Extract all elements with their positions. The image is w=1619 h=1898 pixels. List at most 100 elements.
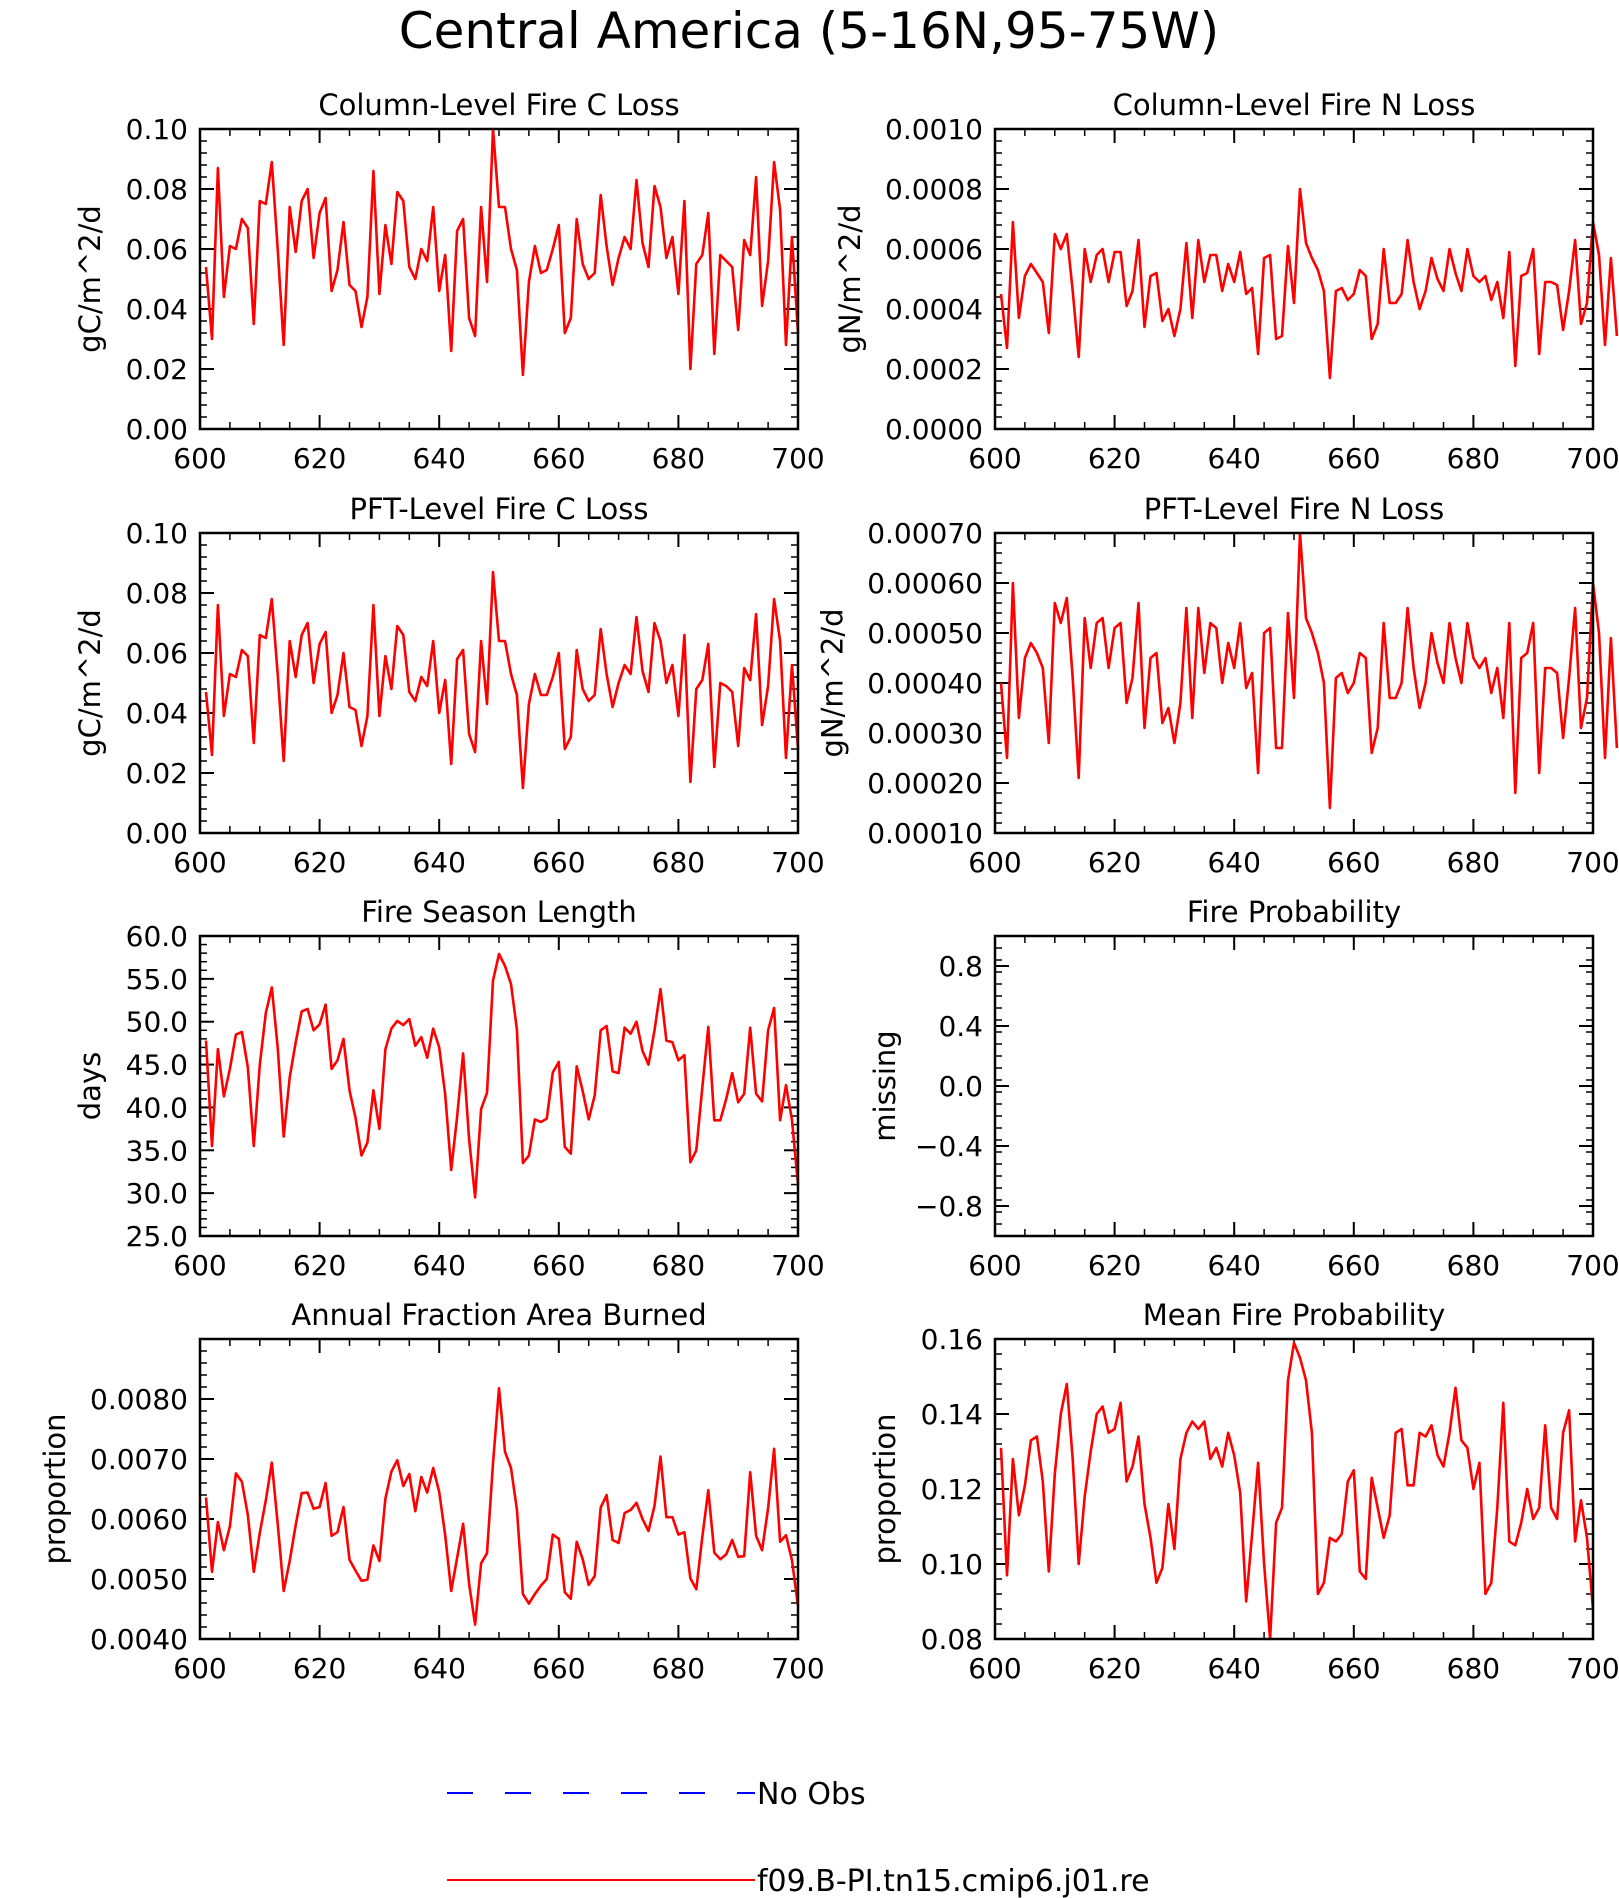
x-tick-label: 640 (412, 442, 465, 475)
y-axis-label: days (73, 1052, 107, 1120)
series-line-0 (204, 127, 800, 377)
x-tick-label: 700 (1566, 1652, 1619, 1685)
panel-3: PFT-Level Fire N Loss 600 620 640 660 680 700 0… (816, 492, 1619, 879)
x-tick-label: 680 (1447, 846, 1500, 879)
panel-7: Mean Fire Probability 600 620 640 660 680 700 0… (868, 1298, 1619, 1685)
y-tick-label: 0.0008 (885, 173, 983, 206)
x-tick-label: 600 (173, 1652, 226, 1685)
plot-frame (993, 934, 1595, 1238)
y-axis-label: gN/m^2/d (833, 204, 867, 353)
panel-title: Column-Level Fire C Loss (318, 88, 679, 122)
panel-4: Fire Season Length 600 620 640 660 680 700 25.0… (73, 895, 825, 1282)
plot-frame (198, 1337, 800, 1641)
panel-6: Annual Fraction Area Burned 600 620 640 660 6… (38, 1298, 825, 1685)
y-tick-label: 25.0 (126, 1220, 188, 1253)
x-tick-label: 620 (293, 1652, 346, 1685)
y-tick-label: 0.14 (921, 1398, 983, 1431)
y-tick-label: 30.0 (126, 1177, 188, 1210)
x-tick-label: 600 (968, 1249, 1021, 1282)
y-axis-label: gC/m^2/d (73, 205, 107, 353)
panel-title: Mean Fire Probability (1143, 1298, 1446, 1332)
x-tick-label: 620 (1088, 1249, 1141, 1282)
x-tick-label: 640 (1207, 1652, 1260, 1685)
x-tick-label: 620 (1088, 846, 1141, 879)
x-tick-label: 600 (968, 846, 1021, 879)
panel-2: PFT-Level Fire C Loss 600 620 640 660 680 700 0… (73, 492, 825, 879)
x-tick-label: 660 (532, 846, 585, 879)
x-tick-label: 700 (771, 1249, 824, 1282)
y-tick-label: 0.00030 (867, 717, 983, 750)
x-tick-label: 680 (652, 1652, 705, 1685)
y-tick-label: 0.0000 (885, 413, 983, 446)
y-tick-label: 0.00010 (867, 817, 983, 850)
x-tick-label: 680 (652, 442, 705, 475)
y-tick-label: 0.00020 (867, 767, 983, 800)
y-axis-label: proportion (38, 1413, 72, 1564)
y-tick-label: 0.04 (126, 293, 188, 326)
x-tick-label: 700 (771, 846, 824, 879)
x-tick-label: 660 (532, 1249, 585, 1282)
x-tick-label: 700 (771, 442, 824, 475)
panel-0: Column-Level Fire C Loss 600 620 640 660 680 7… (73, 88, 825, 475)
panel-1: Column-Level Fire N Loss 600 620 640 660 680 7… (833, 88, 1619, 475)
x-tick-label: 660 (1327, 1249, 1380, 1282)
x-tick-label: 660 (532, 442, 585, 475)
y-axis-label: proportion (868, 1413, 902, 1564)
plot-frame (198, 934, 800, 1238)
y-tick-label: 0.0070 (90, 1443, 188, 1476)
panel-title: Fire Probability (1187, 895, 1401, 929)
plot-frame (993, 531, 1595, 835)
x-tick-label: 600 (173, 1249, 226, 1282)
y-tick-label: 0.08 (921, 1623, 983, 1656)
legend: No Obs f09.B-PI.tn15.cmip6.j01.re (447, 1777, 1150, 1898)
x-tick-label: 620 (1088, 1652, 1141, 1685)
x-tick-label: 640 (412, 1249, 465, 1282)
y-tick-label: 0.10 (126, 517, 188, 550)
plot-frame (993, 127, 1595, 431)
y-tick-label: 0.00060 (867, 567, 983, 600)
y-tick-label: 0.0040 (90, 1623, 188, 1656)
x-tick-label: 700 (771, 1652, 824, 1685)
plot-frame (198, 127, 800, 431)
y-tick-label: 0.06 (126, 637, 188, 670)
x-tick-label: 660 (532, 1652, 585, 1685)
y-tick-label: −0.4 (915, 1130, 983, 1163)
series-line-0 (999, 187, 1619, 380)
x-tick-label: 600 (173, 846, 226, 879)
y-tick-label: 60.0 (126, 920, 188, 953)
y-tick-label: 0.04 (126, 697, 188, 730)
x-tick-label: 680 (1447, 1652, 1500, 1685)
y-tick-label: 0.00 (126, 413, 188, 446)
y-tick-label: 0.10 (921, 1548, 983, 1581)
x-tick-label: 620 (293, 442, 346, 475)
y-tick-label: 0.0004 (885, 293, 983, 326)
y-tick-label: 0.06 (126, 233, 188, 266)
x-tick-label: 620 (293, 1249, 346, 1282)
y-tick-label: 45.0 (126, 1049, 188, 1082)
y-tick-label: 0.0 (938, 1070, 983, 1103)
y-tick-label: 55.0 (126, 963, 188, 996)
y-tick-label: 0.00 (126, 817, 188, 850)
y-tick-label: 0.0006 (885, 233, 983, 266)
legend-label-no-obs: No Obs (757, 1777, 866, 1812)
y-tick-label: 0.4 (938, 1010, 983, 1043)
y-tick-label: 0.02 (126, 353, 188, 386)
x-tick-label: 680 (1447, 442, 1500, 475)
y-tick-label: 0.08 (126, 173, 188, 206)
series-line-0 (204, 570, 800, 790)
y-tick-label: 0.10 (126, 113, 188, 146)
y-tick-label: 0.02 (126, 757, 188, 790)
x-tick-label: 640 (1207, 442, 1260, 475)
panel-grid: Column-Level Fire C Loss 600 620 640 660 680 7… (38, 88, 1619, 1685)
panel-title: Annual Fraction Area Burned (291, 1298, 706, 1332)
panel-5: Fire Probability 600 620 640 660 680 700 −0.8 −0… (868, 895, 1619, 1282)
y-axis-label: gN/m^2/d (816, 608, 850, 757)
x-tick-label: 680 (652, 1249, 705, 1282)
y-tick-label: 0.00070 (867, 517, 983, 550)
y-tick-label: 0.16 (921, 1323, 983, 1356)
panel-title: PFT-Level Fire N Loss (1144, 492, 1444, 526)
x-tick-label: 600 (968, 1652, 1021, 1685)
series-line-0 (999, 1341, 1595, 1641)
y-axis-label: gC/m^2/d (73, 609, 107, 757)
